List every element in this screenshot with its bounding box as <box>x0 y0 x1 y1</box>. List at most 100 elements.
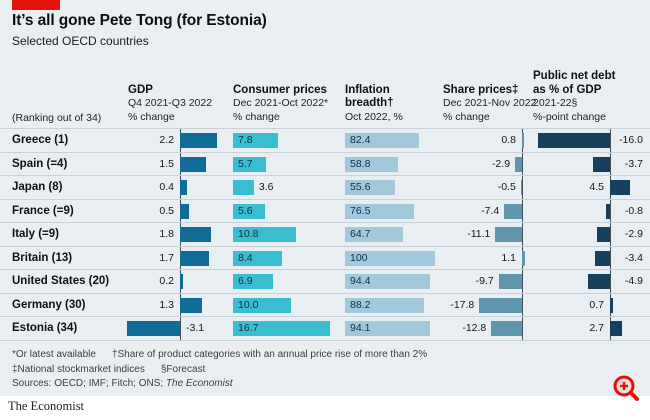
gdp-value: 1.3 <box>159 298 174 311</box>
column-unit: % change <box>443 110 490 123</box>
breadth-value: 88.2 <box>350 298 371 311</box>
shares-value: -12.8 <box>462 322 487 334</box>
sources-line: Sources: OECD; IMF; Fitch; ONS; The Econ… <box>12 378 233 389</box>
cpi-value: 5.6 <box>238 204 253 217</box>
breadth-bar <box>345 203 414 219</box>
column-header-debt: Public net debt as % of GDP 2021-22§ %-poi… <box>533 70 623 124</box>
gdp-bar <box>180 156 206 172</box>
shares-bar <box>491 321 522 336</box>
shares-bar <box>495 227 522 242</box>
cpi-bar <box>233 227 296 242</box>
cpi-value: 6.9 <box>238 275 253 287</box>
breadth-bar <box>345 227 404 242</box>
breadth-bar <box>345 133 420 148</box>
cpi-value: 3.6 <box>258 181 274 193</box>
zero-line-debt <box>610 128 611 340</box>
debt-bar <box>594 250 610 266</box>
zoom-icon[interactable] <box>611 373 641 403</box>
column-period: Dec 2021-Oct 2022* <box>233 97 329 109</box>
country-label: Germany (30) <box>12 298 86 311</box>
country-label: Japan (8) <box>12 181 63 193</box>
column-period: Oct 2022, % <box>345 110 403 123</box>
cpi-bar <box>233 321 330 336</box>
gdp-bar <box>180 227 211 242</box>
shares-bar <box>520 180 523 195</box>
country-label: Italy (=9) <box>12 228 59 240</box>
footnote-line-1: *Or latest available †Share of product ca… <box>12 347 427 362</box>
column-header-breadth: Inflation breadth† Oct 2022, % <box>345 84 425 125</box>
column-title: Consumer prices <box>233 83 327 96</box>
gdp-bar <box>180 180 187 195</box>
gdp-value: 1.7 <box>159 251 174 264</box>
table-bottom-rule <box>0 339 650 341</box>
cpi-value: 10.0 <box>238 298 259 311</box>
gdp-bar <box>180 297 203 313</box>
chart-area: (Ranking out of 34) GDP Q4 2021-Q3 2022% … <box>0 54 650 344</box>
economist-red-tab <box>12 0 60 10</box>
cpi-bar <box>233 133 279 148</box>
breadth-bar <box>345 180 396 195</box>
breadth-bar <box>345 274 430 289</box>
shares-value: 0.8 <box>501 134 516 146</box>
footnote-latest: *Or latest available <box>12 349 96 360</box>
gdp-value: 1.5 <box>159 157 174 170</box>
cpi-bar <box>233 274 274 289</box>
shares-value: -2.9 <box>491 157 511 170</box>
publication-caption: The Economist <box>8 399 85 413</box>
footnote-line-2: ‡National stockmarket indices §Forecast <box>12 362 427 377</box>
breadth-bar <box>345 297 425 313</box>
cpi-bar <box>233 250 282 266</box>
shares-value: 1.1 <box>501 251 516 264</box>
table-row: Britain (13) 1.7 8.4 100 1.1 -3.4 <box>0 245 650 270</box>
breadth-value: 76.5 <box>350 204 371 217</box>
breadth-bar <box>345 156 398 172</box>
shares-bar <box>522 133 524 148</box>
breadth-bar <box>345 250 435 266</box>
table-row: Estonia (34) -3.1 16.7 94.1 -12.8 2.7 <box>0 316 650 340</box>
footnote-stockmarket: ‡National stockmarket indices <box>12 364 145 375</box>
cpi-bar <box>233 203 266 219</box>
column-unit: %-point change <box>533 110 606 123</box>
debt-bar <box>610 321 623 336</box>
column-period: Dec 2021-Nov 2022 <box>443 97 537 109</box>
gdp-value: -3.1 <box>186 322 205 334</box>
chart-card: It’s all gone Pete Tong (for Estonia) Se… <box>0 0 650 401</box>
debt-bar <box>538 133 610 148</box>
chart-subtitle: Selected OECD countries <box>12 34 149 48</box>
debt-value: 0.7 <box>589 298 604 311</box>
gdp-value: 1.8 <box>159 228 174 240</box>
breadth-value: 82.4 <box>350 134 371 146</box>
debt-value: 4.5 <box>589 181 604 193</box>
column-period: Q4 2021-Q3 2022 <box>128 97 213 109</box>
breadth-value: 94.4 <box>350 275 371 287</box>
shares-bar <box>515 156 522 172</box>
cpi-value: 8.4 <box>238 251 253 264</box>
debt-value: -3.4 <box>624 251 643 264</box>
table-row: Japan (8) 0.4 3.6 55.6 -0.5 4.5 <box>0 175 650 199</box>
shares-value: -11.1 <box>467 228 491 240</box>
country-label: Spain (=4) <box>12 157 68 170</box>
gdp-value: 0.2 <box>159 275 174 287</box>
country-label: Britain (13) <box>12 251 73 264</box>
column-title: Inflation breadth† <box>345 83 394 110</box>
cpi-bar <box>233 156 267 172</box>
breadth-bar <box>345 321 430 336</box>
shares-bar <box>504 203 522 219</box>
shares-bar <box>479 297 522 313</box>
column-period: 2021-22§ <box>533 97 578 109</box>
country-label: Greece (1) <box>12 134 69 146</box>
sources-publication: The Economist <box>165 378 233 389</box>
column-unit: % change <box>128 110 175 123</box>
debt-value: -3.7 <box>624 157 643 170</box>
footnote-forecast: §Forecast <box>160 364 206 375</box>
table-row: Spain (=4) 1.5 5.7 58.8 -2.9 -3.7 <box>0 151 650 176</box>
debt-value: -2.9 <box>624 228 643 240</box>
country-label: Estonia (34) <box>12 322 78 334</box>
shares-value: -0.5 <box>497 181 516 193</box>
column-title: GDP <box>128 83 153 96</box>
shares-value: -17.8 <box>450 298 475 311</box>
gdp-bar <box>180 274 184 289</box>
gdp-value: 0.5 <box>159 204 174 217</box>
breadth-value: 55.6 <box>350 181 371 193</box>
debt-bar <box>610 180 631 195</box>
